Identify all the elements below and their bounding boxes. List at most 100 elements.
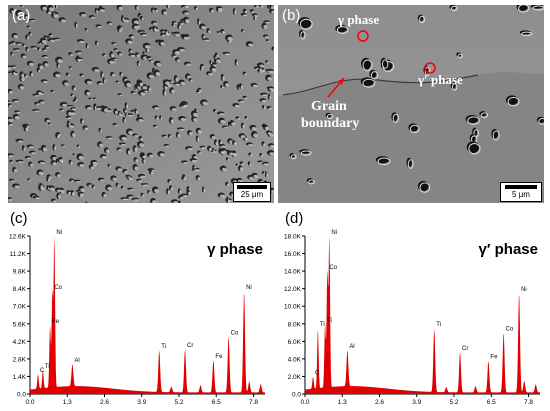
pore-highlight — [88, 184, 93, 187]
pore-highlight — [170, 81, 173, 83]
pore-highlight — [266, 173, 268, 178]
pore-highlight — [59, 159, 63, 163]
pore-highlight — [102, 155, 107, 159]
x-tick-label: 6.5 — [487, 399, 496, 406]
gamma-label: γ phase — [338, 12, 380, 27]
pore-highlight — [152, 9, 155, 13]
pore-highlight — [140, 137, 143, 141]
pore-highlight — [162, 30, 166, 33]
pore-highlight — [263, 172, 266, 175]
pore-highlight — [180, 117, 186, 121]
pore-highlight — [183, 161, 188, 164]
pore-highlight — [138, 119, 144, 122]
pore-highlight — [49, 123, 52, 126]
pore-highlight — [117, 81, 120, 84]
pore-highlight — [136, 54, 140, 57]
pore-highlight — [60, 19, 66, 23]
pore-highlight — [126, 104, 128, 109]
particle-rim — [377, 157, 391, 166]
pore-highlight — [11, 180, 15, 182]
pore-dot — [85, 201, 88, 203]
pore-highlight — [90, 166, 94, 170]
x-tick-label: 7.8 — [524, 399, 533, 406]
panel-label-c: (c) — [10, 210, 28, 227]
pore-highlight — [39, 65, 43, 70]
x-tick-label: 1.3 — [63, 399, 72, 406]
pore-highlight — [30, 20, 36, 22]
pore-highlight — [262, 94, 268, 96]
pore-highlight — [124, 170, 128, 174]
pore-highlight — [237, 165, 239, 167]
pore-highlight — [221, 86, 224, 89]
spectrum-svg-d: 0.0 2.0K 4.0K 6.0K 8.0K 10.0K 12.0K 14.0K 16.0K 1… — [284, 230, 540, 406]
pore-highlight — [148, 87, 151, 92]
pore-highlight — [121, 136, 127, 141]
particle-rim — [468, 143, 481, 155]
pore-highlight — [19, 86, 25, 90]
pore-highlight — [179, 128, 185, 131]
pore-highlight — [26, 157, 32, 160]
pore-highlight — [256, 5, 260, 8]
pore-highlight — [114, 60, 116, 64]
pore-highlight — [222, 76, 225, 81]
pore-highlight — [211, 135, 216, 139]
pore-highlight — [178, 25, 181, 29]
pore-highlight — [30, 72, 33, 77]
pore-highlight — [27, 36, 29, 40]
pore-highlight — [139, 82, 144, 87]
pore-highlight — [144, 44, 151, 49]
pore-highlight — [154, 126, 158, 128]
peak-label: Cr — [187, 343, 193, 349]
pore-highlight — [79, 195, 84, 198]
pore-highlight — [57, 59, 63, 64]
pore-highlight — [215, 56, 217, 60]
y-tick-label: 2.8K — [13, 356, 27, 363]
y-tick-label: 12.6K — [9, 234, 27, 241]
pore-highlight — [152, 200, 157, 203]
pore-highlight — [210, 62, 213, 65]
pore-highlight — [267, 132, 272, 135]
particle-rim — [492, 130, 500, 141]
pore-highlight — [139, 143, 144, 148]
pore-highlight — [183, 104, 188, 107]
chart-title: γ′ phase — [479, 241, 538, 258]
pore-highlight — [113, 59, 118, 61]
pore-highlight — [77, 58, 83, 61]
peak-label: Fe — [215, 354, 223, 360]
pore-highlight — [252, 84, 258, 88]
gamma-prime-marker — [424, 62, 436, 74]
particle-rim — [407, 159, 414, 169]
particle-rim — [532, 5, 544, 11]
pore-highlight — [268, 70, 274, 74]
peak-label: Fe — [490, 355, 498, 361]
pore-highlight — [70, 180, 75, 183]
pore-highlight — [67, 74, 70, 77]
spectrum-chart-c: 0.0 1.4K 2.8K 4.2K 5.6K 7.0K 8.4K 9.8K 11.2K 12.6… — [0, 228, 275, 406]
gamma-marker — [357, 30, 369, 42]
pore-highlight — [154, 188, 159, 193]
pore-highlight — [17, 43, 23, 45]
pore-highlight — [11, 10, 15, 14]
pore-highlight — [134, 135, 138, 137]
pore-highlight — [92, 161, 98, 166]
pore-highlight — [241, 163, 244, 165]
spectrum-chart-d: 0.0 2.0K 4.0K 6.0K 8.0K 10.0K 12.0K 14.0K 16.0K 1… — [275, 228, 550, 406]
pore-highlight — [264, 36, 269, 38]
x-tick-label: 2.6 — [100, 399, 109, 406]
pore-highlight — [136, 6, 139, 10]
pore-highlight — [45, 46, 50, 49]
pore-highlight — [167, 190, 170, 195]
pore-highlight — [201, 25, 206, 30]
pore-highlight — [81, 120, 84, 124]
sem-image-b — [278, 5, 544, 203]
pore-highlight — [67, 117, 72, 119]
pore-highlight — [201, 147, 206, 149]
pore-highlight — [79, 193, 85, 196]
pore-highlight — [57, 134, 61, 137]
pore-highlight — [127, 150, 131, 155]
pore-highlight — [34, 95, 39, 97]
pore-highlight — [267, 76, 272, 81]
pore-highlight — [263, 24, 267, 29]
y-tick-label: 4.2K — [13, 339, 27, 346]
peak-label: Ni — [246, 285, 252, 291]
